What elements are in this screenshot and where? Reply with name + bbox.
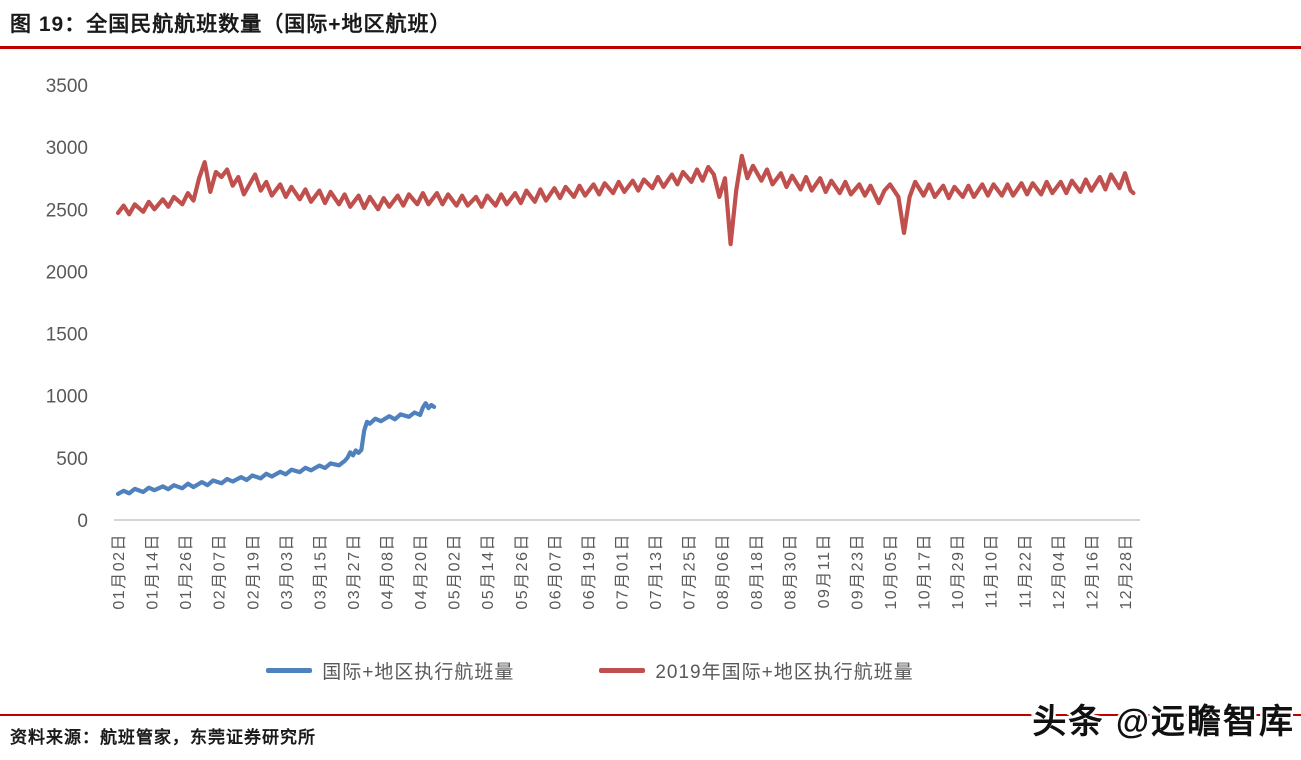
x-tick-label: 10月17日 — [917, 533, 934, 610]
series-line-red — [115, 153, 1136, 247]
x-tick-label: 04月20日 — [413, 533, 430, 610]
x-tick-label: 05月02日 — [447, 533, 464, 610]
x-tick-label: 06月07日 — [547, 533, 564, 610]
y-tick-label: 2500 — [46, 200, 88, 221]
x-tick-label: 05月26日 — [514, 533, 531, 610]
x-tick-label: 05月14日 — [480, 533, 497, 610]
y-tick-label: 1500 — [46, 325, 88, 346]
x-tick-label: 12月04日 — [1051, 533, 1068, 610]
x-tick-label: 10月29日 — [950, 533, 967, 610]
x-tick-label: 03月15日 — [312, 533, 329, 610]
y-tick-label: 2000 — [46, 262, 88, 283]
x-tick-label: 01月02日 — [111, 533, 128, 610]
legend-label-2019: 2019年国际+地区执行航班量 — [655, 662, 914, 683]
x-tick-label: 09月23日 — [849, 533, 866, 610]
x-tick-label: 02月07日 — [212, 533, 229, 610]
legend-line-blue-swatch — [266, 668, 313, 673]
x-tick-label: 07月13日 — [648, 533, 665, 610]
legend-item-current: 国际+地区执行航班量 — [266, 657, 514, 684]
title-underline — [0, 46, 1301, 49]
x-tick-label: 08月30日 — [782, 533, 799, 610]
watermark: 头条 @远瞻智库 — [1030, 701, 1296, 744]
x-tick-label: 07月25日 — [682, 533, 699, 610]
source-note: 资料来源：航班管家，东莞证券研究所 — [10, 728, 316, 747]
figure-title: 图 19：全国民航航班数量（国际+地区航班） — [10, 13, 452, 36]
series-line-blue — [115, 401, 437, 496]
legend-item-2019: 2019年国际+地区执行航班量 — [599, 657, 913, 684]
legend: 国际+地区执行航班量 2019年国际+地区执行航班量 — [0, 657, 1180, 684]
x-tick-label: 08月18日 — [749, 533, 766, 610]
x-tick-label: 08月06日 — [715, 533, 732, 610]
x-tick-label: 11月10日 — [984, 533, 1001, 608]
y-tick-label: 1000 — [46, 387, 88, 408]
x-tick-label: 07月01日 — [615, 533, 632, 610]
legend-label-current: 国际+地区执行航班量 — [322, 662, 515, 683]
x-tick-label: 12月28日 — [1118, 533, 1135, 610]
x-tick-label: 06月19日 — [581, 533, 598, 610]
x-tick-label: 03月03日 — [279, 533, 296, 610]
x-tick-label: 12月16日 — [1084, 533, 1101, 610]
x-tick-label: 04月08日 — [380, 533, 397, 610]
x-tick-label: 11月22日 — [1017, 533, 1034, 608]
x-tick-label: 03月27日 — [346, 533, 363, 610]
legend-line-red-swatch — [599, 668, 646, 673]
x-tick-label: 10月05日 — [883, 533, 900, 610]
y-tick-label: 500 — [56, 449, 88, 470]
x-tick-label: 09月11日 — [816, 533, 833, 608]
x-tick-label: 01月26日 — [178, 533, 195, 610]
footer-divider — [0, 714, 1301, 716]
y-tick-label: 0 — [77, 511, 88, 532]
y-tick-label: 3000 — [46, 138, 88, 159]
y-tick-label: 3500 — [46, 76, 88, 97]
x-tick-label: 01月14日 — [145, 533, 162, 610]
x-tick-label: 02月19日 — [245, 533, 262, 610]
